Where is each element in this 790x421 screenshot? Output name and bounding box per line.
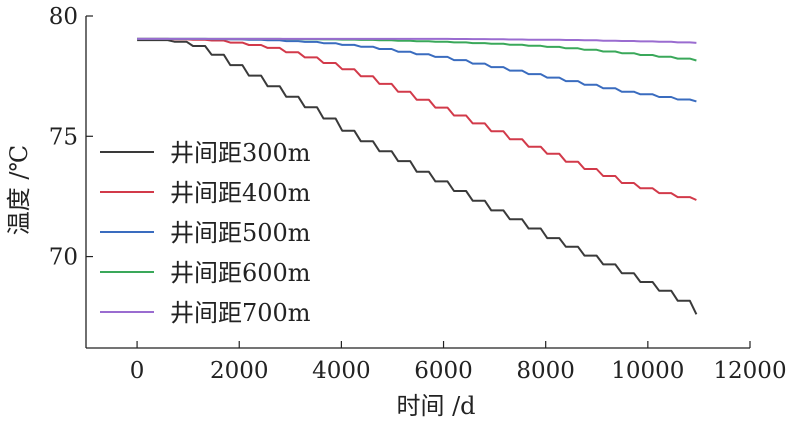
series-line-5 bbox=[137, 37, 697, 44]
legend: 井间距300m 井间距400m 井间距500m 井间距600m 井间距700m bbox=[100, 139, 311, 327]
legend-label: 井间距400m bbox=[170, 179, 311, 207]
x-tick-label: 2000 bbox=[210, 358, 269, 384]
series-line-1 bbox=[137, 39, 698, 315]
x-tick-label: 0 bbox=[130, 358, 145, 384]
x-tick-label: 12000 bbox=[713, 358, 786, 384]
y-axis-title: 温度 /℃ bbox=[5, 145, 33, 236]
x-tick-label: 10000 bbox=[611, 358, 684, 384]
series-layer bbox=[137, 37, 698, 315]
x-tick-label: 8000 bbox=[516, 358, 575, 384]
y-tick-label: 75 bbox=[49, 124, 78, 150]
ticks: 0 2000 4000 6000 8000 10000 12000 70 75 80 bbox=[49, 4, 787, 384]
y-tick-label: 80 bbox=[49, 4, 78, 30]
series-line-2 bbox=[137, 37, 697, 201]
legend-label: 井间距500m bbox=[170, 219, 311, 247]
legend-label: 井间距600m bbox=[170, 259, 311, 287]
legend-label: 井间距300m bbox=[170, 139, 311, 167]
series-line-3 bbox=[137, 37, 697, 103]
x-tick-label: 4000 bbox=[312, 358, 371, 384]
x-axis-title: 时间 /d bbox=[396, 392, 475, 420]
series-line-4 bbox=[137, 37, 697, 62]
legend-label: 井间距700m bbox=[170, 299, 311, 327]
x-tick-label: 6000 bbox=[414, 358, 473, 384]
y-tick-label: 70 bbox=[49, 245, 78, 271]
axes bbox=[85, 16, 750, 349]
